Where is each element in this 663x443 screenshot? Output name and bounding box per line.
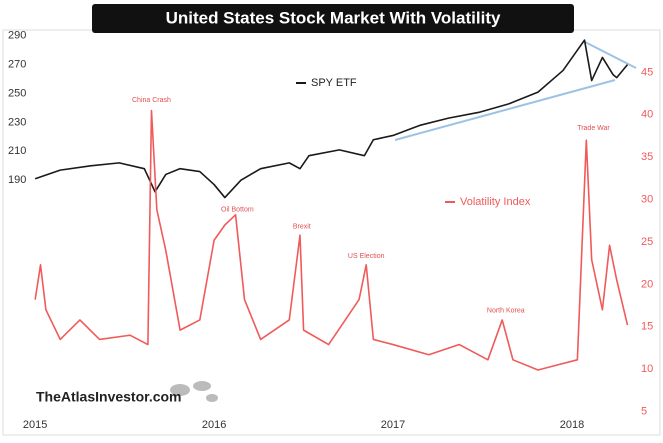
annotation: US Election	[348, 253, 385, 260]
y2-tick-label: 5	[641, 405, 647, 417]
y-tick-label: 190	[8, 174, 26, 186]
y2-tick-label: 15	[641, 321, 653, 333]
watermark: TheAtlasInvestor.com	[36, 389, 182, 405]
y-tick-label: 250	[8, 87, 26, 99]
y2-tick-label: 20	[641, 278, 653, 290]
y-tick-label: 270	[8, 59, 26, 71]
title-bar	[92, 4, 574, 33]
x-tick-label: 2017	[381, 419, 405, 431]
annotation: China Crash	[132, 97, 171, 104]
series-line	[34, 39, 629, 199]
annotation: Oil Bottom	[221, 207, 254, 214]
annotation: North Korea	[487, 307, 525, 314]
x-tick-label: 2015	[23, 419, 47, 431]
y-tick-label: 210	[8, 145, 26, 157]
y-tick-label: 230	[8, 116, 26, 128]
legend-label: Volatility Index	[460, 196, 531, 208]
annotation: Trade War	[577, 125, 610, 132]
trend-line	[584, 41, 637, 69]
y2-tick-label: 35	[641, 151, 653, 163]
y2-tick-label: 30	[641, 193, 653, 205]
trend-line	[394, 79, 616, 141]
x-tick-label: 2016	[202, 419, 226, 431]
frame	[2, 29, 661, 436]
map-icon	[170, 381, 218, 402]
annotation: Brexit	[293, 224, 311, 231]
series-line	[34, 109, 629, 371]
x-tick-label: 2018	[560, 419, 584, 431]
y-tick-label: 290	[8, 30, 26, 42]
y2-tick-label: 40	[641, 109, 653, 121]
y2-tick-label: 45	[641, 66, 653, 78]
y2-tick-label: 10	[641, 363, 653, 375]
legend-label: SPY ETF	[311, 77, 357, 89]
y2-tick-label: 25	[641, 236, 653, 248]
chart-title: United States Stock Market With Volatili…	[166, 8, 501, 27]
